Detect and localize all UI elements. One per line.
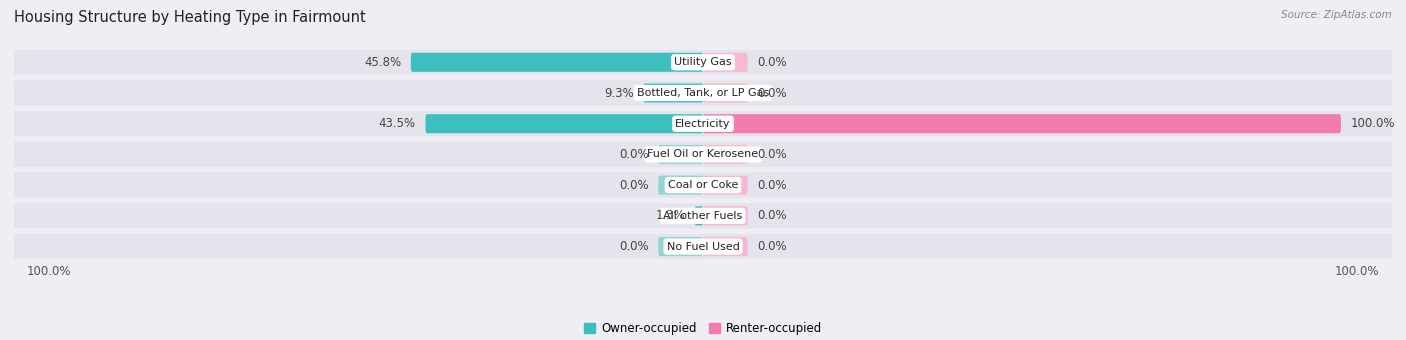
FancyBboxPatch shape (411, 53, 703, 72)
Text: 9.3%: 9.3% (605, 86, 634, 100)
FancyBboxPatch shape (14, 81, 1392, 106)
Text: 0.0%: 0.0% (758, 148, 787, 161)
Text: 100.0%: 100.0% (27, 265, 72, 278)
Text: 0.0%: 0.0% (619, 240, 648, 253)
Text: Source: ZipAtlas.com: Source: ZipAtlas.com (1281, 10, 1392, 20)
Text: No Fuel Used: No Fuel Used (666, 241, 740, 252)
Text: 0.0%: 0.0% (758, 86, 787, 100)
Text: Electricity: Electricity (675, 119, 731, 129)
Text: Coal or Coke: Coal or Coke (668, 180, 738, 190)
FancyBboxPatch shape (658, 176, 703, 195)
Text: Housing Structure by Heating Type in Fairmount: Housing Structure by Heating Type in Fai… (14, 10, 366, 25)
Text: Utility Gas: Utility Gas (675, 57, 731, 67)
FancyBboxPatch shape (658, 237, 703, 256)
FancyBboxPatch shape (14, 111, 1392, 136)
FancyBboxPatch shape (14, 50, 1392, 75)
Text: 45.8%: 45.8% (364, 56, 401, 69)
FancyBboxPatch shape (658, 145, 703, 164)
FancyBboxPatch shape (695, 206, 703, 225)
FancyBboxPatch shape (14, 203, 1392, 228)
Text: 1.3%: 1.3% (655, 209, 685, 222)
Text: 0.0%: 0.0% (758, 209, 787, 222)
Text: 0.0%: 0.0% (619, 178, 648, 192)
Text: 100.0%: 100.0% (1334, 265, 1379, 278)
FancyBboxPatch shape (14, 234, 1392, 259)
FancyBboxPatch shape (703, 114, 1341, 133)
Text: 0.0%: 0.0% (758, 240, 787, 253)
FancyBboxPatch shape (426, 114, 703, 133)
Text: 0.0%: 0.0% (758, 178, 787, 192)
FancyBboxPatch shape (703, 206, 748, 225)
FancyBboxPatch shape (703, 53, 748, 72)
Text: 0.0%: 0.0% (758, 56, 787, 69)
Legend: Owner-occupied, Renter-occupied: Owner-occupied, Renter-occupied (579, 317, 827, 340)
Text: Fuel Oil or Kerosene: Fuel Oil or Kerosene (647, 149, 759, 159)
FancyBboxPatch shape (703, 176, 748, 195)
Text: All other Fuels: All other Fuels (664, 211, 742, 221)
Text: 100.0%: 100.0% (1351, 117, 1395, 130)
FancyBboxPatch shape (703, 145, 748, 164)
Text: Bottled, Tank, or LP Gas: Bottled, Tank, or LP Gas (637, 88, 769, 98)
Text: 43.5%: 43.5% (378, 117, 416, 130)
FancyBboxPatch shape (644, 84, 703, 103)
Text: 0.0%: 0.0% (619, 148, 648, 161)
FancyBboxPatch shape (703, 237, 748, 256)
FancyBboxPatch shape (703, 84, 748, 103)
FancyBboxPatch shape (14, 172, 1392, 198)
FancyBboxPatch shape (14, 142, 1392, 167)
